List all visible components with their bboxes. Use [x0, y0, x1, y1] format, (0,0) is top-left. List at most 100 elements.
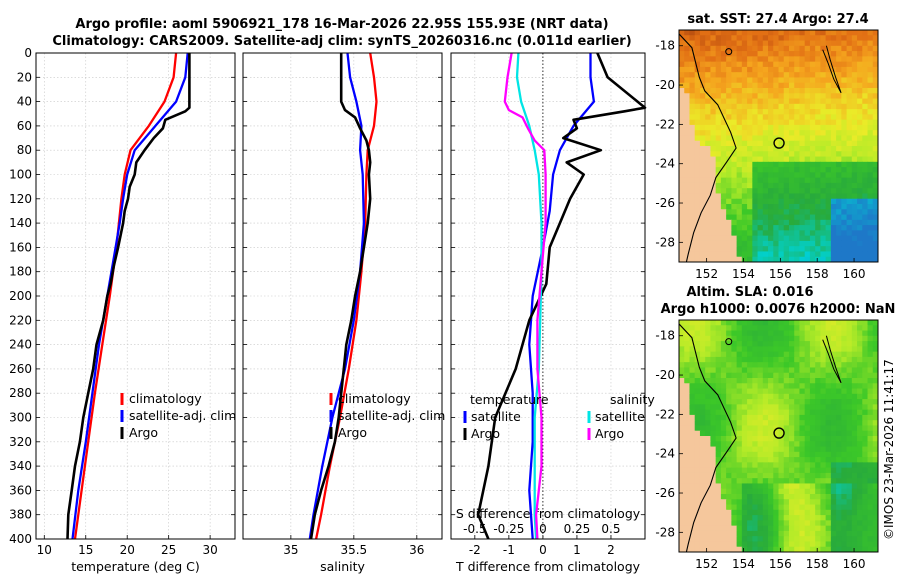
map-cell — [720, 388, 727, 395]
map-cell — [820, 246, 827, 253]
map-cell — [757, 393, 764, 400]
map-cell — [809, 462, 816, 469]
map-cell — [684, 367, 691, 374]
map-cell — [862, 436, 869, 442]
map-cell — [804, 119, 811, 126]
map-cell — [820, 40, 827, 47]
map-cell — [788, 151, 795, 158]
map-cell — [715, 130, 722, 137]
map-cell — [788, 388, 795, 395]
map-cell — [762, 193, 769, 200]
map-cell — [762, 198, 769, 205]
map-cell — [752, 467, 759, 474]
map-cell — [736, 188, 743, 195]
map-cell — [710, 130, 717, 137]
map-cell — [851, 114, 858, 121]
map-cell — [699, 240, 706, 247]
map-cell — [809, 177, 816, 184]
map-cell — [867, 325, 874, 332]
map-cell — [731, 383, 738, 390]
map-cell — [757, 414, 764, 421]
map-cell — [757, 520, 764, 527]
map-cell — [825, 251, 832, 258]
map-cell — [689, 388, 696, 395]
map-cell — [851, 109, 858, 115]
map-cell — [705, 103, 712, 110]
map-cell — [867, 119, 874, 126]
map-cell — [809, 98, 816, 105]
map-cell — [778, 209, 785, 216]
map-cell — [867, 235, 874, 242]
map-cell — [726, 246, 732, 253]
map-cell — [846, 451, 853, 458]
map-cell — [778, 45, 785, 52]
map-cell — [705, 219, 712, 226]
map-cell — [851, 399, 858, 405]
map-cell — [809, 335, 816, 342]
y-tick-label: 160 — [9, 240, 32, 254]
map-cell — [836, 509, 842, 516]
map-cell — [862, 167, 869, 173]
map-cell — [841, 35, 848, 42]
map-cell — [689, 372, 696, 379]
map-cell — [841, 441, 848, 448]
map-cell — [815, 383, 821, 390]
map-cell — [841, 124, 848, 131]
map-cell — [851, 230, 858, 237]
map-cell — [820, 66, 827, 73]
map-cell — [804, 546, 811, 552]
map-cell — [872, 488, 878, 495]
map-cell — [684, 193, 691, 200]
map-cell — [836, 356, 842, 363]
map-cell — [773, 483, 780, 490]
map-cell — [752, 66, 759, 73]
map-cell — [815, 536, 821, 543]
map-cell — [799, 530, 806, 537]
map-cell — [699, 362, 706, 369]
map-cell — [705, 161, 712, 168]
map-cell — [804, 230, 811, 237]
map-cell — [768, 525, 774, 532]
map-cell — [836, 167, 842, 173]
map-cell — [736, 467, 743, 474]
map-cell — [867, 124, 874, 131]
map-cell — [799, 109, 806, 115]
map-cell — [857, 51, 863, 57]
map-cell — [762, 209, 769, 216]
map-cell — [809, 40, 816, 47]
map-cell — [820, 167, 827, 173]
map-cell — [689, 330, 696, 337]
map-cell — [820, 483, 827, 490]
map-cell — [694, 451, 701, 458]
map-cell — [741, 256, 748, 262]
map-cell — [783, 61, 790, 68]
map-cell — [747, 520, 753, 527]
map-cell — [872, 161, 878, 168]
map-cell — [731, 77, 738, 84]
map-cell — [679, 393, 685, 400]
map-cell — [809, 240, 816, 247]
map-cell — [710, 82, 717, 89]
map-cell — [788, 256, 795, 262]
map-cell — [820, 335, 827, 342]
map-cell — [731, 457, 738, 463]
map-cell — [694, 462, 701, 469]
map-cell — [794, 88, 801, 94]
map-cell — [731, 462, 738, 469]
map-cell — [846, 204, 853, 210]
map-cell — [705, 515, 712, 521]
map-cell — [820, 124, 827, 131]
map-cell — [851, 151, 858, 158]
map-cell — [836, 66, 842, 73]
map-cell — [689, 430, 696, 437]
map-cell — [752, 151, 759, 158]
map-cell — [726, 130, 732, 137]
map-cell — [836, 240, 842, 247]
map-cell — [694, 378, 701, 384]
map-cell — [679, 430, 685, 437]
map-cell — [720, 356, 727, 363]
map-cell — [699, 335, 706, 342]
map-cell — [836, 362, 842, 369]
map-cell — [752, 541, 759, 548]
map-cell — [689, 356, 696, 363]
